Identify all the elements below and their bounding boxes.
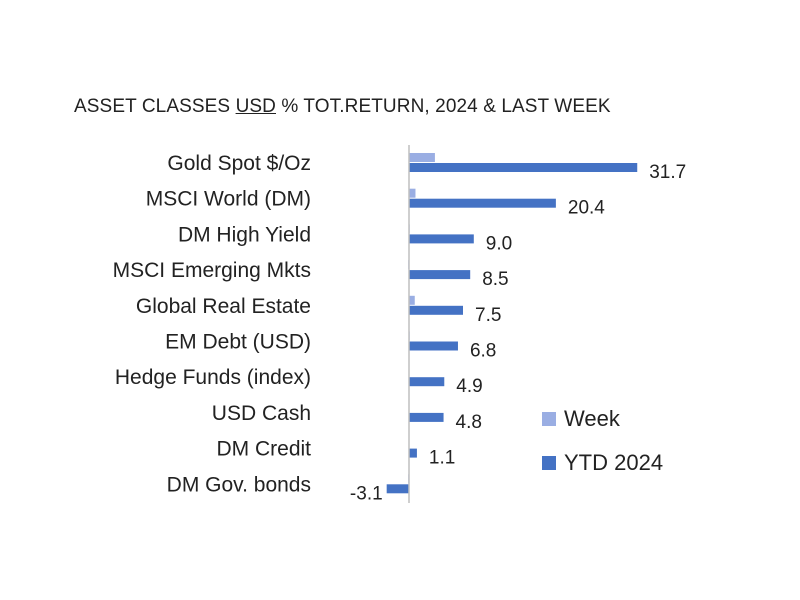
category-label: Hedge Funds (index) [115, 366, 311, 389]
category-label: EM Debt (USD) [165, 331, 311, 354]
category-label: Global Real Estate [136, 295, 311, 318]
category-labels: Gold Spot $/Oz MSCI World (DM) DM High Yie… [113, 152, 312, 496]
value-label: 9.0 [486, 233, 512, 254]
title-part-usd: USD [235, 96, 276, 117]
category-label: DM Gov. bonds [167, 473, 311, 496]
bar-ytd [409, 234, 474, 244]
value-label: 31.7 [649, 162, 686, 183]
legend: Week YTD 2024 [542, 406, 663, 475]
bar-ytd [409, 377, 445, 387]
category-label: MSCI World (DM) [146, 188, 311, 211]
bar-ytd [409, 163, 638, 172]
legend-swatch-week [542, 412, 556, 426]
value-label: 20.4 [568, 198, 605, 219]
legend-label-week: Week [564, 406, 621, 431]
bar-week [409, 295, 415, 305]
bar-ytd [409, 270, 471, 280]
bar-week [409, 153, 435, 162]
category-label: USD Cash [212, 402, 311, 425]
title-part-1: ASSET CLASSES [74, 96, 236, 117]
bar-ytd [386, 484, 409, 494]
value-label: 4.9 [456, 376, 482, 397]
bar-ytd [409, 448, 417, 458]
value-label: 4.8 [456, 412, 482, 433]
chart-title: ASSET CLASSES USD % TOT.RETURN, 2024 & L… [74, 96, 611, 118]
value-labels: 31.7 20.4 9.0 8.5 7.5 6.8 4.9 4.81.1 -3.1 [350, 162, 686, 504]
value-label: 6.8 [470, 341, 496, 362]
value-label: 7.5 [475, 305, 501, 326]
value-label: 8.5 [482, 269, 508, 290]
title-part-2: % TOT.RETURN, 2024 & LAST WEEK [276, 96, 611, 117]
category-label: DM Credit [216, 438, 311, 461]
category-label: DM High Yield [178, 223, 311, 246]
category-label: MSCI Emerging Mkts [113, 259, 311, 282]
bar-ytd [409, 412, 444, 422]
bar-week [409, 188, 416, 198]
value-label: -3.1 [350, 483, 383, 504]
legend-swatch-ytd [542, 456, 556, 470]
value-label: 1.1 [429, 448, 455, 469]
bar-ytd [409, 198, 556, 208]
bar-ytd [409, 341, 458, 351]
category-label: Gold Spot $/Oz [167, 152, 311, 175]
legend-label-ytd: YTD 2024 [564, 450, 663, 475]
bar-ytd [409, 305, 463, 315]
